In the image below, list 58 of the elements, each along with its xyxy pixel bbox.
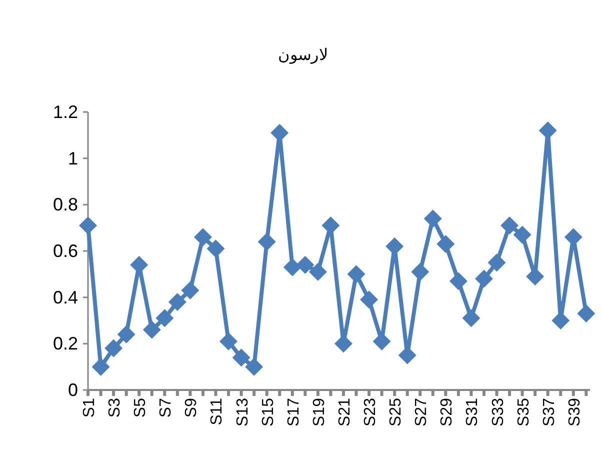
x-tick-label: S23: [362, 398, 380, 426]
point: [462, 309, 480, 328]
y-tick-label: 1: [68, 148, 78, 168]
x-tick-label: S37: [540, 398, 558, 426]
y-tick-label: 0.2: [52, 334, 78, 354]
x-tick-label: S15: [260, 398, 277, 426]
x-tick-label: S1: [81, 398, 98, 418]
point: [194, 228, 212, 246]
chart-title: لارسون: [278, 47, 328, 64]
point: [360, 290, 378, 309]
x-tick-label: S17: [285, 398, 302, 426]
point: [142, 320, 161, 339]
point: [117, 325, 136, 344]
x-tick-label: S7: [158, 398, 175, 418]
point: [552, 312, 570, 330]
x-tick-label: S21: [336, 398, 354, 426]
point: [500, 216, 519, 235]
y-tick-label: 0: [68, 380, 78, 400]
x-tick-label: S27: [413, 398, 430, 426]
x-tick-label: S29: [438, 398, 456, 426]
point: [347, 265, 366, 284]
point: [220, 332, 238, 350]
y-tick-label: 0.6: [52, 241, 78, 261]
point: [436, 235, 455, 254]
x-tick-label: S19: [310, 398, 328, 426]
point: [79, 216, 97, 235]
x-tick-label: S39: [566, 398, 584, 426]
point: [156, 309, 174, 328]
x-tick-label: S35: [515, 398, 532, 426]
point: [283, 258, 302, 276]
point: [206, 240, 225, 258]
point: [168, 292, 186, 311]
point: [411, 262, 430, 281]
x-tick-label: S9: [183, 398, 200, 418]
x-tick-label: S31: [464, 398, 482, 426]
y-tick-label: 0.4: [52, 287, 78, 308]
point: [488, 254, 506, 272]
point: [424, 210, 442, 228]
x-tick-label: S33: [490, 398, 507, 426]
point: [232, 348, 250, 367]
x-tick-label: S13: [234, 398, 252, 426]
point: [513, 226, 532, 244]
point: [104, 339, 123, 358]
point: [449, 272, 468, 290]
x-tick-label: S3: [106, 398, 124, 418]
x-tick-label: S5: [132, 398, 150, 418]
point: [577, 304, 596, 323]
x-tick-label: S11: [208, 398, 226, 426]
point: [92, 358, 110, 376]
point: [308, 262, 327, 281]
point: [245, 358, 264, 376]
x-tick-label: S25: [388, 398, 405, 426]
y-tick-label: 0.8: [52, 194, 78, 215]
point: [181, 281, 200, 300]
y-tick-label: 1.2: [52, 102, 78, 122]
point: [474, 270, 493, 288]
point: [296, 256, 314, 274]
point: [258, 232, 276, 251]
